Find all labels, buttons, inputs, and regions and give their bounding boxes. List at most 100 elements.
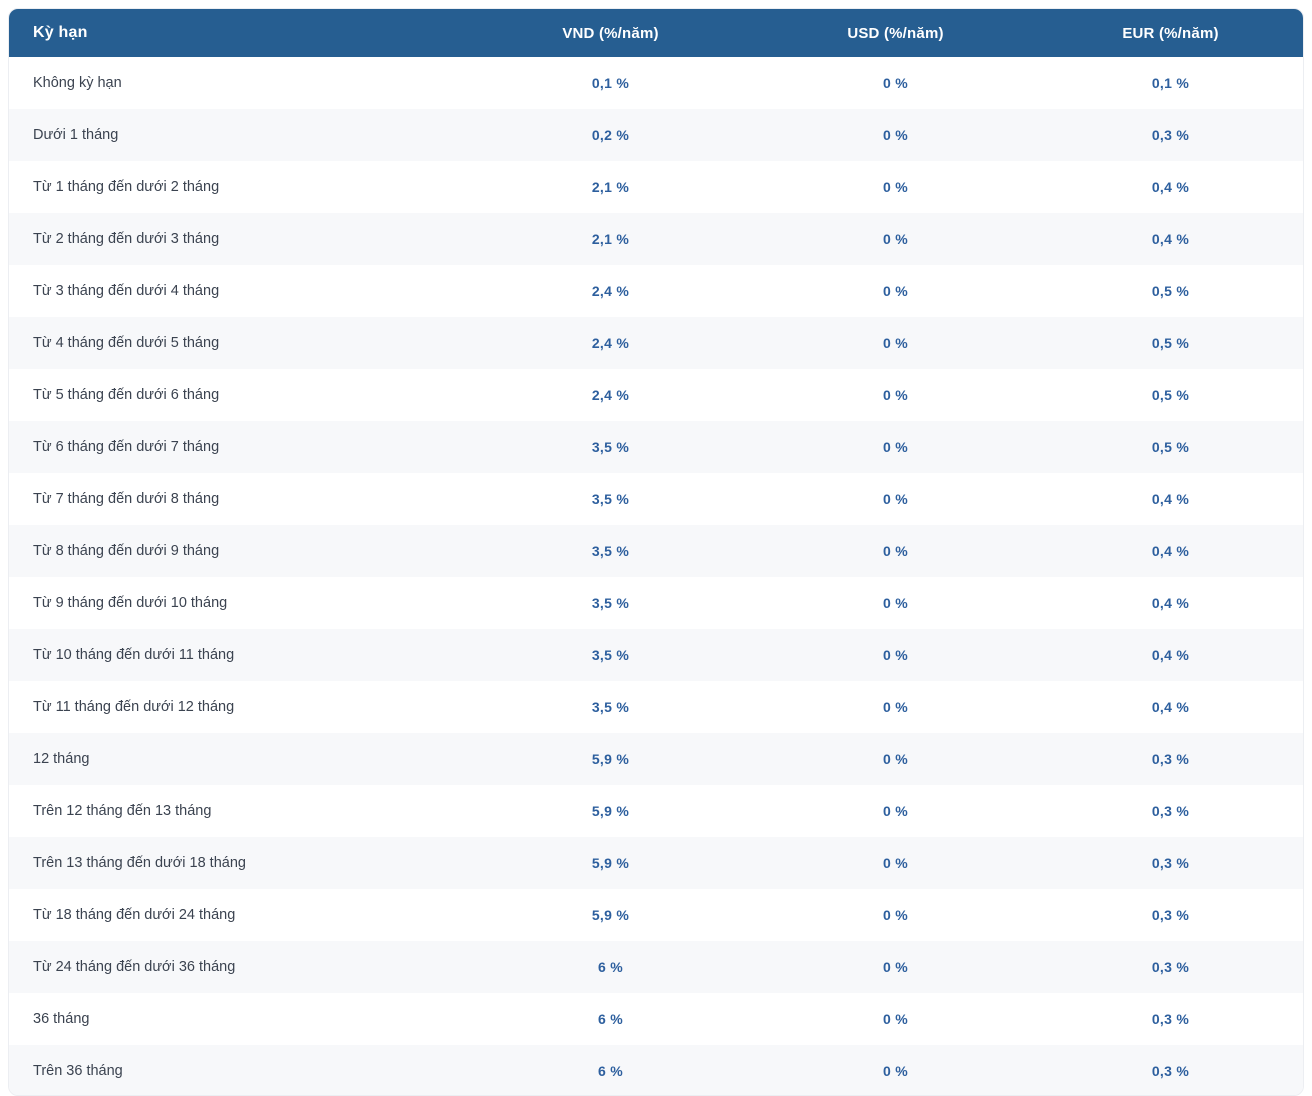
eur-rate-cell: 0,3 % xyxy=(1151,751,1190,767)
term-cell: Từ 2 tháng đến dưới 3 tháng xyxy=(33,231,220,247)
column-header-vnd: VND (%/năm) xyxy=(562,24,659,42)
eur-rate-cell: 0,4 % xyxy=(1151,647,1190,663)
table-row: Từ 8 tháng đến dưới 9 tháng 3,5 % 0 % 0,… xyxy=(9,525,1303,577)
vnd-rate-cell: 2,1 % xyxy=(591,231,630,247)
usd-rate-cell: 0 % xyxy=(882,803,909,819)
usd-rate-cell: 0 % xyxy=(882,283,909,299)
column-header-usd: USD (%/năm) xyxy=(847,24,944,42)
vnd-rate-cell: 3,5 % xyxy=(591,491,630,507)
usd-rate-cell: 0 % xyxy=(882,127,909,143)
term-cell: Từ 1 tháng đến dưới 2 tháng xyxy=(33,179,220,195)
term-cell: Từ 9 tháng đến dưới 10 tháng xyxy=(33,595,228,611)
term-cell: Từ 7 tháng đến dưới 8 tháng xyxy=(33,491,220,507)
eur-rate-cell: 0,3 % xyxy=(1151,959,1190,975)
eur-rate-cell: 0,4 % xyxy=(1151,231,1190,247)
vnd-rate-cell: 0,1 % xyxy=(591,75,630,91)
usd-rate-cell: 0 % xyxy=(882,387,909,403)
eur-rate-cell: 0,5 % xyxy=(1151,439,1190,455)
vnd-rate-cell: 6 % xyxy=(597,959,624,975)
vnd-rate-cell: 5,9 % xyxy=(591,751,630,767)
vnd-rate-cell: 3,5 % xyxy=(591,543,630,559)
usd-rate-cell: 0 % xyxy=(882,699,909,715)
usd-rate-cell: 0 % xyxy=(882,491,909,507)
term-cell: 36 tháng xyxy=(33,1011,90,1027)
table-row: Từ 9 tháng đến dưới 10 tháng 3,5 % 0 % 0… xyxy=(9,577,1303,629)
vnd-rate-cell: 2,4 % xyxy=(591,335,630,351)
table-row: Từ 5 tháng đến dưới 6 tháng 2,4 % 0 % 0,… xyxy=(9,369,1303,421)
table-row: Không kỳ hạn 0,1 % 0 % 0,1 % xyxy=(9,57,1303,109)
table-row: Dưới 1 tháng 0,2 % 0 % 0,3 % xyxy=(9,109,1303,161)
table-row: Từ 4 tháng đến dưới 5 tháng 2,4 % 0 % 0,… xyxy=(9,317,1303,369)
term-cell: Không kỳ hạn xyxy=(33,75,122,91)
usd-rate-cell: 0 % xyxy=(882,1011,909,1027)
eur-rate-cell: 0,4 % xyxy=(1151,179,1190,195)
vnd-rate-cell: 2,4 % xyxy=(591,387,630,403)
table-row: Từ 10 tháng đến dưới 11 tháng 3,5 % 0 % … xyxy=(9,629,1303,681)
term-cell: Từ 5 tháng đến dưới 6 tháng xyxy=(33,387,220,403)
term-cell: Từ 24 tháng đến dưới 36 tháng xyxy=(33,959,236,975)
eur-rate-cell: 0,4 % xyxy=(1151,699,1190,715)
eur-rate-cell: 0,5 % xyxy=(1151,283,1190,299)
vnd-rate-cell: 6 % xyxy=(597,1011,624,1027)
vnd-rate-cell: 5,9 % xyxy=(591,855,630,871)
table-row: Từ 11 tháng đến dưới 12 tháng 3,5 % 0 % … xyxy=(9,681,1303,733)
term-cell: Từ 3 tháng đến dưới 4 tháng xyxy=(33,283,220,299)
table-row: Từ 6 tháng đến dưới 7 tháng 3,5 % 0 % 0,… xyxy=(9,421,1303,473)
table-row: Trên 13 tháng đến dưới 18 tháng 5,9 % 0 … xyxy=(9,837,1303,889)
table-row: Từ 1 tháng đến dưới 2 tháng 2,1 % 0 % 0,… xyxy=(9,161,1303,213)
term-cell: Từ 10 tháng đến dưới 11 tháng xyxy=(33,647,235,663)
table-row: Trên 36 tháng 6 % 0 % 0,3 % xyxy=(9,1045,1303,1095)
usd-rate-cell: 0 % xyxy=(882,439,909,455)
eur-rate-cell: 0,3 % xyxy=(1151,803,1190,819)
eur-rate-cell: 0,3 % xyxy=(1151,907,1190,923)
rates-table-body: Không kỳ hạn 0,1 % 0 % 0,1 % Dưới 1 thán… xyxy=(9,57,1303,1095)
eur-rate-cell: 0,4 % xyxy=(1151,491,1190,507)
vnd-rate-cell: 6 % xyxy=(597,1063,624,1079)
term-cell: Từ 18 tháng đến dưới 24 tháng xyxy=(33,907,236,923)
eur-rate-cell: 0,3 % xyxy=(1151,1011,1190,1027)
vnd-rate-cell: 3,5 % xyxy=(591,595,630,611)
vnd-rate-cell: 5,9 % xyxy=(591,907,630,923)
term-cell: Từ 6 tháng đến dưới 7 tháng xyxy=(33,439,220,455)
vnd-rate-cell: 3,5 % xyxy=(591,699,630,715)
vnd-rate-cell: 5,9 % xyxy=(591,803,630,819)
table-row: Từ 2 tháng đến dưới 3 tháng 2,1 % 0 % 0,… xyxy=(9,213,1303,265)
vnd-rate-cell: 2,4 % xyxy=(591,283,630,299)
table-header-row: Kỳ hạn VND (%/năm) USD (%/năm) EUR (%/nă… xyxy=(9,9,1303,57)
table-row: 36 tháng 6 % 0 % 0,3 % xyxy=(9,993,1303,1045)
vnd-rate-cell: 2,1 % xyxy=(591,179,630,195)
term-cell: Dưới 1 tháng xyxy=(33,127,119,143)
usd-rate-cell: 0 % xyxy=(882,751,909,767)
eur-rate-cell: 0,5 % xyxy=(1151,335,1190,351)
usd-rate-cell: 0 % xyxy=(882,907,909,923)
usd-rate-cell: 0 % xyxy=(882,647,909,663)
eur-rate-cell: 0,3 % xyxy=(1151,1063,1190,1079)
vnd-rate-cell: 3,5 % xyxy=(591,647,630,663)
column-header-term: Kỳ hạn xyxy=(33,24,88,41)
usd-rate-cell: 0 % xyxy=(882,1063,909,1079)
usd-rate-cell: 0 % xyxy=(882,231,909,247)
eur-rate-cell: 0,1 % xyxy=(1151,75,1190,91)
usd-rate-cell: 0 % xyxy=(882,179,909,195)
table-row: Từ 7 tháng đến dưới 8 tháng 3,5 % 0 % 0,… xyxy=(9,473,1303,525)
table-row: Từ 18 tháng đến dưới 24 tháng 5,9 % 0 % … xyxy=(9,889,1303,941)
usd-rate-cell: 0 % xyxy=(882,335,909,351)
term-cell: Trên 12 tháng đến 13 tháng xyxy=(33,803,212,819)
term-cell: 12 tháng xyxy=(33,751,90,767)
interest-rates-table: Kỳ hạn VND (%/năm) USD (%/năm) EUR (%/nă… xyxy=(8,8,1304,1096)
term-cell: Trên 13 tháng đến dưới 18 tháng xyxy=(33,855,246,871)
usd-rate-cell: 0 % xyxy=(882,595,909,611)
table-row: Từ 3 tháng đến dưới 4 tháng 2,4 % 0 % 0,… xyxy=(9,265,1303,317)
term-cell: Trên 36 tháng xyxy=(33,1063,123,1079)
usd-rate-cell: 0 % xyxy=(882,959,909,975)
eur-rate-cell: 0,3 % xyxy=(1151,127,1190,143)
table-row: Trên 12 tháng đến 13 tháng 5,9 % 0 % 0,3… xyxy=(9,785,1303,837)
eur-rate-cell: 0,3 % xyxy=(1151,855,1190,871)
eur-rate-cell: 0,4 % xyxy=(1151,595,1190,611)
usd-rate-cell: 0 % xyxy=(882,855,909,871)
table-row: Từ 24 tháng đến dưới 36 tháng 6 % 0 % 0,… xyxy=(9,941,1303,993)
eur-rate-cell: 0,5 % xyxy=(1151,387,1190,403)
term-cell: Từ 8 tháng đến dưới 9 tháng xyxy=(33,543,220,559)
term-cell: Từ 4 tháng đến dưới 5 tháng xyxy=(33,335,220,351)
usd-rate-cell: 0 % xyxy=(882,543,909,559)
